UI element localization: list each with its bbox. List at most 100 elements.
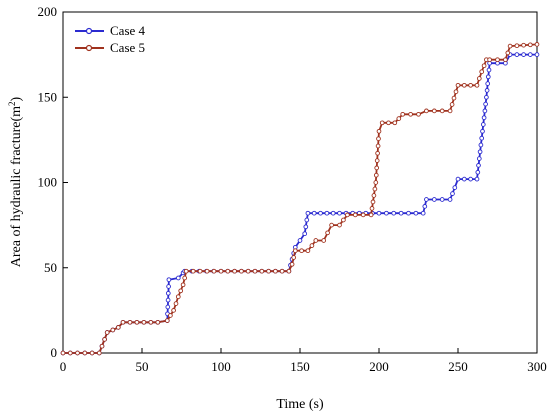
series-marker-case-4 bbox=[175, 275, 181, 281]
series-marker-case-5 bbox=[292, 248, 298, 254]
y-axis-title-close: ) bbox=[9, 96, 24, 101]
series-marker-case-5 bbox=[309, 243, 315, 248]
series-marker-case-5 bbox=[495, 57, 500, 63]
series-marker-case-5 bbox=[408, 111, 413, 117]
series-marker-case-4 bbox=[337, 210, 342, 216]
series-marker-case-5 bbox=[321, 238, 327, 243]
series-marker-case-4 bbox=[384, 210, 389, 216]
series-marker-case-4 bbox=[476, 156, 482, 161]
series-marker-case-5 bbox=[211, 268, 217, 274]
series-marker-case-4 bbox=[166, 277, 172, 283]
series-marker-case-5 bbox=[204, 268, 210, 274]
series-marker-case-4 bbox=[479, 135, 485, 141]
series-marker-case-5 bbox=[449, 102, 455, 107]
legend-marker-case-5 bbox=[85, 44, 93, 52]
series-marker-case-5 bbox=[527, 42, 533, 48]
series-marker-case-5 bbox=[102, 337, 107, 342]
series-marker-case-5 bbox=[82, 350, 88, 356]
series-marker-case-5 bbox=[371, 193, 377, 198]
series-marker-case-5 bbox=[305, 248, 311, 254]
series-marker-case-5 bbox=[148, 319, 154, 325]
x-tick-label: 250 bbox=[448, 359, 468, 374]
series-marker-case-5 bbox=[376, 128, 382, 134]
x-axis-title: Time (s) bbox=[276, 397, 324, 412]
y-axis-ticks: 0 50 100 150 200 bbox=[38, 4, 68, 360]
series-marker-case-5 bbox=[455, 82, 461, 88]
series-marker-case-5 bbox=[461, 82, 467, 88]
series-marker-case-5 bbox=[374, 165, 380, 171]
series-marker-case-4 bbox=[474, 176, 480, 182]
series-marker-case-5 bbox=[134, 319, 140, 325]
series-marker-case-4 bbox=[318, 210, 323, 216]
series-marker-case-5 bbox=[374, 158, 380, 163]
series-marker-case-5 bbox=[291, 255, 297, 260]
series-marker-case-4 bbox=[165, 297, 171, 303]
series-marker-case-5 bbox=[115, 325, 121, 330]
series-marker-case-5 bbox=[451, 95, 457, 101]
series-marker-case-5 bbox=[329, 222, 334, 228]
series-marker-case-5 bbox=[89, 350, 95, 356]
series-marker-case-5 bbox=[400, 111, 406, 117]
series-marker-case-5 bbox=[299, 248, 304, 254]
series-marker-case-5 bbox=[503, 57, 508, 63]
series-marker-case-5 bbox=[479, 69, 485, 75]
y-tick-label: 150 bbox=[38, 89, 58, 104]
series-marker-case-4 bbox=[166, 284, 171, 289]
series-marker-case-5 bbox=[259, 268, 265, 274]
legend-label-case-4: Case 4 bbox=[110, 23, 146, 38]
series-marker-case-5 bbox=[232, 268, 237, 274]
series-marker-case-4 bbox=[514, 52, 520, 57]
series-marker-case-4 bbox=[413, 210, 419, 216]
series-marker-case-4 bbox=[447, 197, 453, 202]
series-marker-case-4 bbox=[452, 185, 458, 190]
series-marker-case-5 bbox=[521, 42, 526, 48]
series-marker-case-5 bbox=[373, 172, 379, 178]
series-marker-case-5 bbox=[168, 313, 173, 318]
series-marker-case-4 bbox=[477, 149, 483, 155]
series-marker-case-5 bbox=[375, 150, 380, 156]
series-marker-case-4 bbox=[527, 52, 533, 57]
series-marker-case-4 bbox=[391, 210, 397, 216]
series-marker-case-4 bbox=[484, 88, 490, 93]
series-marker-case-4 bbox=[311, 210, 317, 216]
series-marker-case-5 bbox=[173, 301, 179, 306]
series-marker-case-4 bbox=[431, 197, 437, 202]
series-marker-case-4 bbox=[486, 67, 492, 73]
series-marker-case-4 bbox=[398, 210, 404, 216]
series-marker-case-5 bbox=[373, 180, 379, 185]
x-tick-label: 0 bbox=[60, 359, 67, 374]
series-marker-case-4 bbox=[475, 169, 481, 175]
series-marker-case-4 bbox=[482, 108, 488, 114]
series-marker-case-5 bbox=[447, 108, 453, 114]
legend: Case 4 Case 5 bbox=[75, 23, 146, 55]
y-axis-title: Area of hydraulic fracture(m bbox=[9, 106, 24, 267]
series-marker-case-5 bbox=[96, 350, 102, 356]
series-marker-case-5 bbox=[507, 43, 513, 49]
series-marker-case-5 bbox=[375, 143, 381, 149]
series-marker-case-5 bbox=[370, 199, 376, 205]
series-marker-case-5 bbox=[376, 136, 381, 142]
series-marker-case-4 bbox=[476, 163, 481, 168]
series-marker-case-4 bbox=[480, 122, 486, 127]
legend-marker-case-4 bbox=[85, 27, 93, 35]
x-tick-label: 150 bbox=[290, 359, 310, 374]
x-tick-label: 200 bbox=[369, 359, 389, 374]
series-marker-case-5 bbox=[120, 319, 126, 325]
series-marker-case-5 bbox=[341, 217, 346, 223]
series-marker-case-5 bbox=[289, 261, 295, 267]
series-marker-case-4 bbox=[485, 81, 491, 86]
series-marker-case-5 bbox=[534, 42, 540, 47]
series-marker-case-5 bbox=[225, 268, 231, 274]
series-marker-case-5 bbox=[182, 275, 188, 281]
series-marker-case-5 bbox=[505, 50, 511, 56]
series-marker-case-5 bbox=[416, 111, 421, 117]
series-marker-case-5 bbox=[178, 288, 184, 294]
series-marker-case-5 bbox=[386, 120, 391, 126]
series-marker-case-4 bbox=[534, 52, 540, 57]
series-marker-case-5 bbox=[379, 120, 385, 126]
series-marker-case-5 bbox=[424, 108, 429, 114]
series-marker-case-5 bbox=[372, 186, 378, 192]
svg-text:Area of hydraulic fracture(m2): Area of hydraulic fracture(m2) bbox=[7, 96, 24, 267]
series-marker-case-5 bbox=[245, 268, 251, 274]
